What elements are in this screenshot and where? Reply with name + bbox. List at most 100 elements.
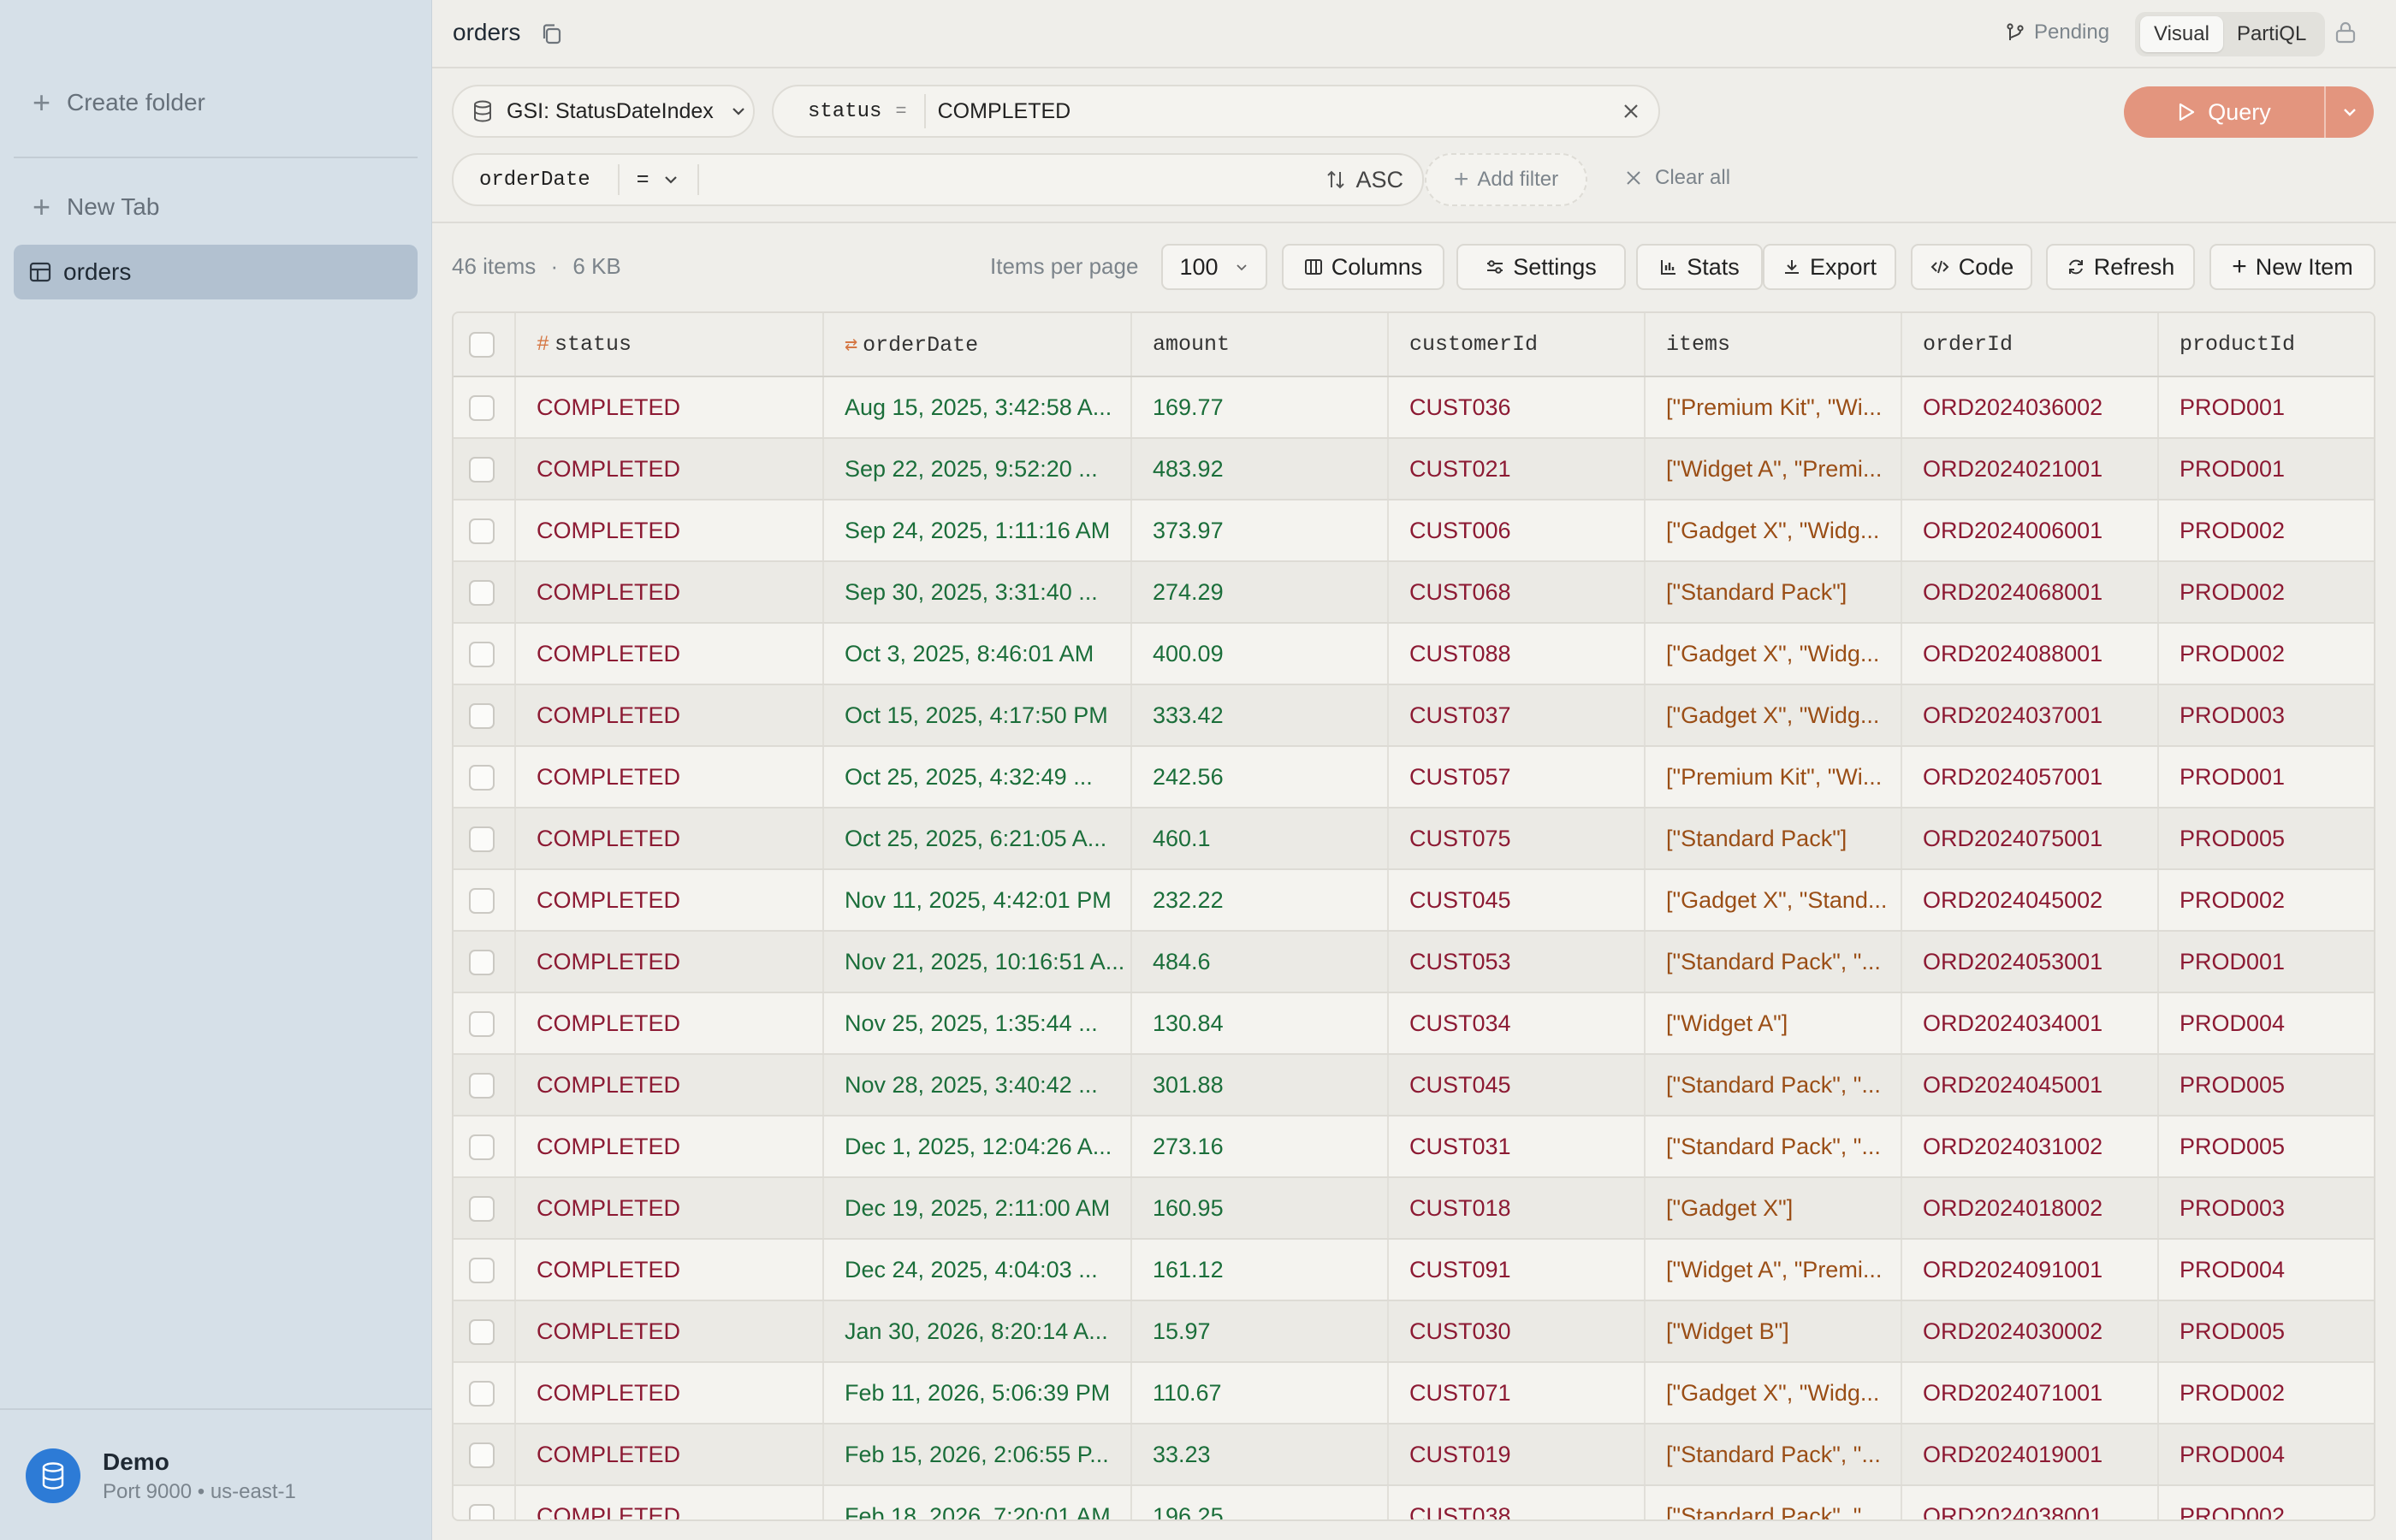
cell-orderid[interactable]: ORD2024057001	[1901, 746, 2159, 808]
cell-status[interactable]: COMPLETED	[515, 1116, 824, 1178]
cell-productid[interactable]: PROD001	[2158, 931, 2374, 993]
cell-orderid[interactable]: ORD2024031002	[1901, 1116, 2159, 1178]
table-row[interactable]: COMPLETED Feb 11, 2026, 5:06:39 PM 110.67 C…	[454, 1362, 2374, 1424]
cell-status[interactable]: COMPLETED	[515, 623, 824, 685]
row-checkbox[interactable]	[469, 579, 495, 606]
cell-status[interactable]: COMPLETED	[515, 684, 824, 747]
cell-orderid[interactable]: ORD2024053001	[1901, 931, 2159, 993]
select-all-checkbox[interactable]	[469, 331, 495, 358]
cell-productid[interactable]: PROD005	[2158, 1300, 2374, 1363]
cell-status[interactable]: COMPLETED	[515, 376, 824, 439]
cell-items[interactable]: ["Standard Pack"]	[1645, 808, 1902, 870]
cell-productid[interactable]: PROD003	[2158, 1177, 2374, 1240]
table-row[interactable]: COMPLETED Feb 15, 2026, 2:06:55 P... 33.23…	[454, 1424, 2374, 1486]
cell-amount[interactable]: 130.84	[1131, 992, 1389, 1055]
row-checkbox[interactable]	[469, 1442, 495, 1468]
cell-orderdate[interactable]: Sep 22, 2025, 9:52:20 ...	[823, 438, 1132, 500]
column-header-items[interactable]: items	[1645, 313, 1902, 377]
cell-customerid[interactable]: CUST071	[1388, 1362, 1646, 1424]
cell-amount[interactable]: 242.56	[1131, 746, 1389, 808]
cell-productid[interactable]: PROD001	[2158, 376, 2374, 439]
row-checkbox[interactable]	[469, 1257, 495, 1283]
cell-amount[interactable]: 373.97	[1131, 500, 1389, 562]
row-checkbox[interactable]	[469, 1010, 495, 1037]
cell-customerid[interactable]: CUST075	[1388, 808, 1646, 870]
table-row[interactable]: COMPLETED Nov 25, 2025, 1:35:44 ... 130.84…	[454, 992, 2374, 1055]
cell-amount[interactable]: 110.67	[1131, 1362, 1389, 1424]
row-checkbox[interactable]	[469, 1072, 495, 1099]
pending-indicator[interactable]: Pending	[2005, 21, 2109, 44]
cell-items[interactable]: ["Gadget X", "Stand...	[1645, 869, 1902, 932]
cell-orderid[interactable]: ORD2024071001	[1901, 1362, 2159, 1424]
cell-amount[interactable]: 169.77	[1131, 376, 1389, 439]
cell-status[interactable]: COMPLETED	[515, 931, 824, 993]
cell-items[interactable]: ["Gadget X", "Widg...	[1645, 684, 1902, 747]
row-checkbox[interactable]	[469, 826, 495, 852]
cell-customerid[interactable]: CUST034	[1388, 992, 1646, 1055]
cell-items[interactable]: ["Gadget X", "Widg...	[1645, 1362, 1902, 1424]
cell-customerid[interactable]: CUST030	[1388, 1300, 1646, 1363]
table-row[interactable]: COMPLETED Dec 24, 2025, 4:04:03 ... 161.12…	[454, 1239, 2374, 1301]
cell-items[interactable]: ["Standard Pack", "...	[1645, 1424, 1902, 1486]
cell-items[interactable]: ["Premium Kit", "Wi...	[1645, 376, 1902, 439]
row-checkbox[interactable]	[469, 702, 495, 729]
items-per-page-select[interactable]: 100	[1161, 244, 1267, 290]
cell-orderdate[interactable]: Sep 24, 2025, 1:11:16 AM	[823, 500, 1132, 562]
new-item-button[interactable]: + New Item	[2209, 244, 2375, 290]
cell-status[interactable]: COMPLETED	[515, 561, 824, 624]
table-row[interactable]: COMPLETED Oct 3, 2025, 8:46:01 AM 400.09 CU…	[454, 623, 2374, 685]
create-folder-button[interactable]: + Create folder	[14, 76, 418, 129]
table-row[interactable]: COMPLETED Dec 19, 2025, 2:11:00 AM 160.95 C…	[454, 1177, 2374, 1240]
cell-customerid[interactable]: CUST031	[1388, 1116, 1646, 1178]
table-row[interactable]: COMPLETED Feb 18, 2026, 7:20:01 AM 196.25 C…	[454, 1485, 2374, 1519]
cell-amount[interactable]: 15.97	[1131, 1300, 1389, 1363]
cell-amount[interactable]: 161.12	[1131, 1239, 1389, 1301]
table-row[interactable]: COMPLETED Dec 1, 2025, 12:04:26 A... 273.1…	[454, 1116, 2374, 1178]
cell-orderid[interactable]: ORD2024018002	[1901, 1177, 2159, 1240]
row-checkbox[interactable]	[469, 1318, 495, 1345]
column-header-customerid[interactable]: customerId	[1388, 313, 1646, 377]
close-icon[interactable]	[1621, 101, 1641, 121]
cell-orderid[interactable]: ORD2024036002	[1901, 376, 2159, 439]
cell-status[interactable]: COMPLETED	[515, 1054, 824, 1116]
sidebar-tab-orders[interactable]: orders	[14, 245, 418, 299]
cell-orderdate[interactable]: Nov 21, 2025, 10:16:51 A...	[823, 931, 1132, 993]
cell-orderdate[interactable]: Feb 15, 2026, 2:06:55 P...	[823, 1424, 1132, 1486]
cell-orderdate[interactable]: Oct 15, 2025, 4:17:50 PM	[823, 684, 1132, 747]
table-row[interactable]: COMPLETED Sep 22, 2025, 9:52:20 ... 483.92…	[454, 438, 2374, 500]
cell-orderdate[interactable]: Nov 11, 2025, 4:42:01 PM	[823, 869, 1132, 932]
table-row[interactable]: COMPLETED Oct 25, 2025, 4:32:49 ... 242.56…	[454, 746, 2374, 808]
cell-orderid[interactable]: ORD2024088001	[1901, 623, 2159, 685]
cell-amount[interactable]: 33.23	[1131, 1424, 1389, 1486]
cell-items[interactable]: ["Premium Kit", "Wi...	[1645, 746, 1902, 808]
sk-operator-select[interactable]: =	[617, 164, 699, 195]
cell-status[interactable]: COMPLETED	[515, 438, 824, 500]
stats-button[interactable]: Stats	[1636, 244, 1763, 290]
table-row[interactable]: COMPLETED Nov 11, 2025, 4:42:01 PM 232.22 C…	[454, 869, 2374, 932]
export-button[interactable]: Export	[1763, 244, 1896, 290]
cell-orderid[interactable]: ORD2024006001	[1901, 500, 2159, 562]
run-query-button[interactable]: Query	[2124, 86, 2326, 138]
row-checkbox[interactable]	[469, 641, 495, 667]
cell-orderid[interactable]: ORD2024037001	[1901, 684, 2159, 747]
connection-footer[interactable]: Demo Port 9000 • us-east-1	[0, 1408, 432, 1540]
cell-amount[interactable]: 400.09	[1131, 623, 1389, 685]
cell-orderdate[interactable]: Feb 18, 2026, 7:20:01 AM	[823, 1485, 1132, 1519]
cell-productid[interactable]: PROD005	[2158, 808, 2374, 870]
code-button[interactable]: Code	[1911, 244, 2032, 290]
cell-customerid[interactable]: CUST019	[1388, 1424, 1646, 1486]
cell-orderid[interactable]: ORD2024045002	[1901, 869, 2159, 932]
column-header-status[interactable]: # status	[515, 313, 824, 377]
cell-customerid[interactable]: CUST068	[1388, 561, 1646, 624]
cell-customerid[interactable]: CUST018	[1388, 1177, 1646, 1240]
cell-status[interactable]: COMPLETED	[515, 1300, 824, 1363]
row-checkbox[interactable]	[469, 456, 495, 483]
table-row[interactable]: COMPLETED Nov 21, 2025, 10:16:51 A... 484.…	[454, 931, 2374, 993]
cell-status[interactable]: COMPLETED	[515, 1239, 824, 1301]
new-tab-button[interactable]: + New Tab	[14, 181, 418, 234]
cell-status[interactable]: COMPLETED	[515, 808, 824, 870]
lock-icon[interactable]	[2334, 21, 2357, 49]
table-row[interactable]: COMPLETED Nov 28, 2025, 3:40:42 ... 301.88…	[454, 1054, 2374, 1116]
row-checkbox[interactable]	[469, 518, 495, 544]
cell-orderid[interactable]: ORD2024038001	[1901, 1485, 2159, 1519]
